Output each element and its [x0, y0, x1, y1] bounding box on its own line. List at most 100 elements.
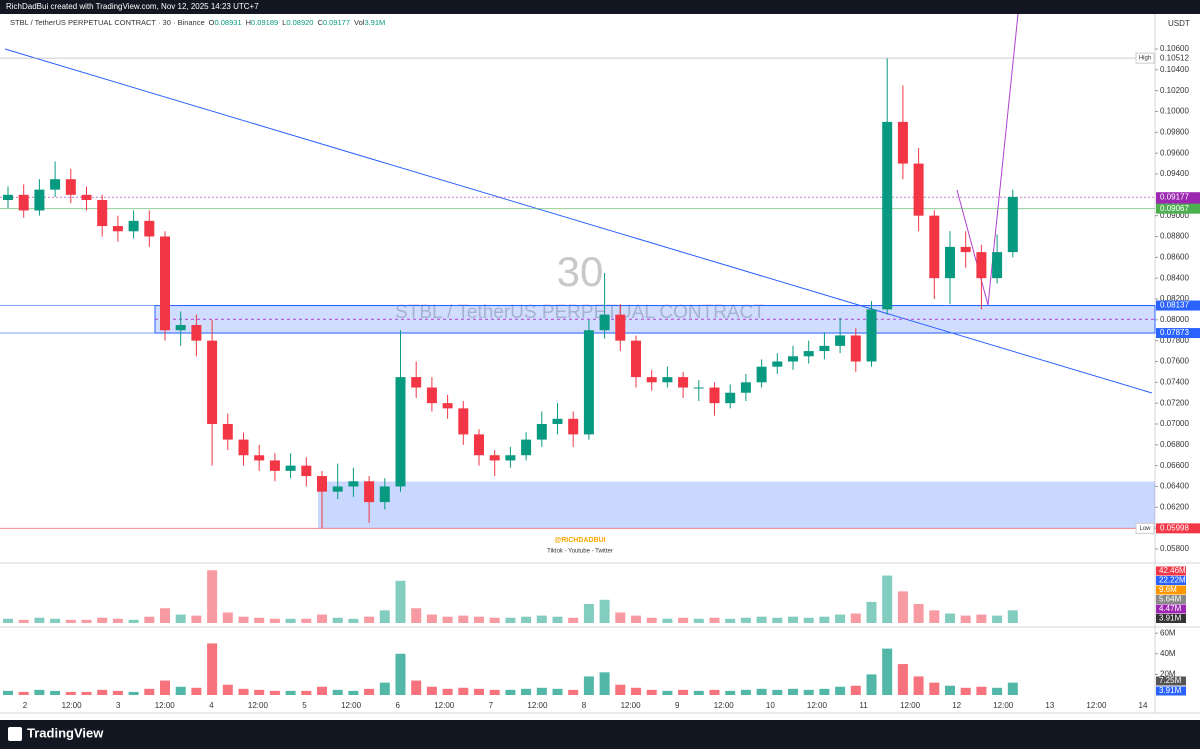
candle-body [379, 486, 390, 503]
credit-handle: @RICHDADBUI [554, 537, 605, 544]
volume-bar [191, 687, 202, 695]
volume-bar [50, 618, 61, 623]
x-tick-label: 12:00 [621, 701, 642, 710]
volume-bar [364, 616, 375, 623]
volume-bar [3, 618, 13, 623]
footer-bar [0, 720, 1200, 749]
candle-body [725, 392, 736, 404]
volume-bar [222, 684, 233, 695]
volume-bar [882, 648, 893, 695]
volume-bar [112, 690, 123, 695]
candle-body [144, 220, 155, 237]
candle-body [207, 340, 218, 424]
volume-bar [631, 615, 641, 623]
legend-key: H [246, 18, 251, 27]
candle-body [332, 486, 343, 492]
volume-bar [238, 616, 249, 623]
legend-key: C [317, 18, 323, 27]
volume-bar [725, 618, 736, 623]
volume-bar [772, 689, 783, 695]
volume-bar [631, 687, 641, 695]
volume-bar [505, 689, 516, 695]
volume-bar [175, 686, 186, 695]
y-tick-label: 0.06400 [1160, 482, 1189, 491]
candle-body [411, 377, 422, 388]
volume-bar [583, 604, 594, 623]
candle-body [819, 345, 830, 352]
volume-bar [364, 688, 375, 695]
candle-body [960, 246, 971, 253]
volume-bar [395, 653, 406, 695]
candle-body [285, 465, 296, 471]
y-tick-label: 40M [1160, 649, 1176, 658]
volume-bar [521, 616, 532, 623]
volume-bar [882, 575, 893, 623]
y-tick-label: 0.07000 [1160, 419, 1189, 428]
legend-key: Vol [354, 18, 365, 27]
volume-bar [866, 674, 877, 695]
x-tick-label: 5 [302, 701, 307, 710]
candle-body [301, 465, 312, 477]
candle-body [552, 418, 563, 424]
x-tick-label: 8 [582, 701, 587, 710]
candle-body [583, 330, 594, 435]
tag-box [1135, 52, 1155, 64]
x-tick-label: 12:00 [341, 701, 362, 710]
volume-bar [835, 686, 846, 695]
volume-bar [788, 616, 798, 623]
volume-bar [379, 682, 390, 695]
volume-bar [1007, 610, 1018, 623]
candle-body [693, 387, 704, 389]
candle-body [536, 423, 547, 440]
volume-bar [97, 617, 108, 623]
y-tick-label: 0.06800 [1160, 440, 1189, 449]
volume-bar [269, 690, 280, 695]
x-tick-label: 13 [1045, 701, 1054, 710]
y-tick-label: 0.09600 [1160, 148, 1189, 157]
volume-bar [442, 616, 453, 623]
volume-bar [34, 689, 45, 695]
legend: STBL / TetherUS PERPETUAL CONTRACT · 30 … [10, 18, 385, 27]
volume-bar [144, 688, 155, 695]
x-tick-label: 12:00 [62, 701, 83, 710]
volume-label-box [1156, 676, 1186, 686]
candle-body [772, 361, 783, 367]
volume-bar [756, 688, 767, 695]
y-tick-label: 0.10000 [1160, 107, 1189, 116]
candle-body [929, 215, 940, 279]
candle-body [160, 236, 170, 331]
volume-bar [772, 617, 783, 623]
volume-bar [960, 687, 971, 695]
volume-bar [411, 608, 422, 623]
price-label: 0.09177 [1160, 192, 1189, 201]
volume-bar [317, 686, 327, 695]
price-label-box [1156, 328, 1200, 339]
volume-bar [65, 619, 76, 623]
volume-bar [285, 690, 296, 695]
x-tick-label: 12:00 [900, 701, 921, 710]
x-tick-label: 2 [23, 701, 28, 710]
volume-bar [976, 614, 987, 623]
volume-bar [897, 591, 908, 623]
level-tag: High [1139, 56, 1151, 62]
volume-bar [112, 618, 123, 623]
volume-label-box [1156, 614, 1186, 623]
y-tick-label: 0.05800 [1160, 544, 1189, 553]
candle-body [269, 460, 280, 471]
candle-body [882, 121, 893, 310]
volume-bar [897, 664, 908, 695]
volume-bar [725, 690, 736, 695]
candle-body [191, 325, 202, 341]
volume-bar [207, 643, 218, 695]
volume-bar [160, 608, 170, 623]
volume-bar [536, 615, 547, 623]
volume-bar [866, 601, 877, 623]
zone-box [318, 481, 1155, 529]
volume-label: 42.46M [1159, 566, 1186, 575]
candle-body [364, 481, 375, 503]
candle-body [222, 423, 233, 440]
price-label: 0.09067 [1160, 204, 1189, 213]
currency: USDT [1168, 19, 1190, 28]
candle-body [992, 252, 1003, 279]
volume-bar [379, 610, 390, 623]
